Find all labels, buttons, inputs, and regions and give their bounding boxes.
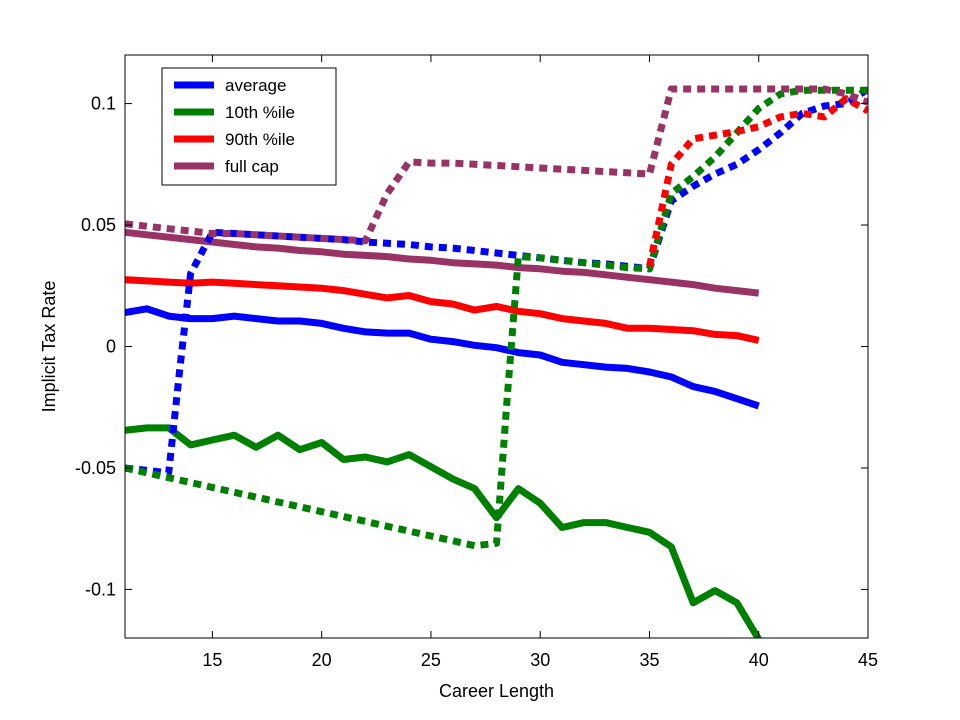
series-line-10th-ile-solid [125, 424, 762, 638]
legend-label: 90th %ile [225, 130, 295, 149]
x-tick-label: 25 [421, 650, 441, 670]
y-tick-label: 0.1 [91, 94, 116, 114]
x-tick-label: 30 [530, 650, 550, 670]
series-line-average-solid [125, 305, 760, 410]
y-tick-label: 0 [106, 337, 116, 357]
legend-label: full cap [225, 157, 279, 176]
legend-label: 10th %ile [225, 103, 295, 122]
series-line-90th-ile-dotted [646, 95, 868, 268]
x-tick-label: 35 [639, 650, 659, 670]
series-line-average-dotted [125, 86, 868, 477]
y-axis-title: Implicit Tax Rate [39, 281, 59, 413]
y-tick-label: -0.1 [85, 579, 116, 599]
plot-frame [124, 54, 869, 639]
x-tick-label: 40 [749, 650, 769, 670]
y-tick-label: -0.05 [75, 458, 116, 478]
legend: average 10th %ile 90th %ile full cap [161, 67, 337, 186]
series-layer [125, 85, 868, 638]
series-line-full-cap-solid [125, 228, 760, 297]
legend-label: average [225, 76, 286, 95]
y-tick-label: 0.05 [81, 215, 116, 235]
x-tick-label: 20 [312, 650, 332, 670]
series-line-90th-ile-solid [125, 276, 760, 344]
x-tick-label: 15 [202, 650, 222, 670]
axis-ticks: 15 20 25 30 35 40 45 -0.1 -0.05 0 0.05 0.1 [75, 55, 878, 670]
x-axis-title: Career Length [439, 681, 554, 701]
series-line-full-cap-dotted [125, 85, 868, 245]
x-tick-label: 45 [858, 650, 878, 670]
